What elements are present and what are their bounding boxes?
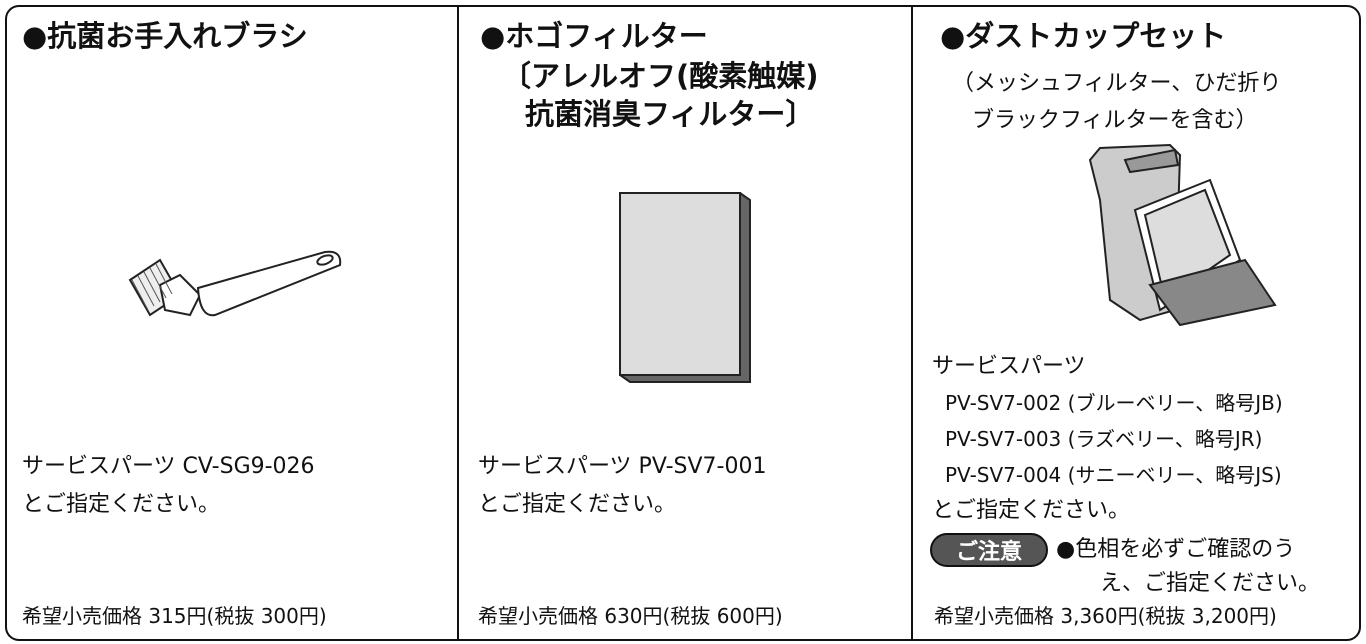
column-divider [911,5,913,641]
filter-illustration [619,192,751,383]
price: 希望小売価格 3,360円(税抜 3,200円) [934,604,1277,628]
column-divider [457,5,459,641]
parts-text: サービスパーツ CV-SG9-026 [22,454,315,479]
parts-text: とご指定ください。 [22,492,221,517]
parts-text: PV-SV7-003 (ラズベリー、略号JR) [945,427,1263,451]
subtitle: ブラックフィルターを含む） [972,108,1258,133]
item-title: ●ダストカップセット [940,19,1227,53]
item-title: ●抗菌お手入れブラシ [22,19,308,53]
parts-text: とご指定ください。 [932,498,1131,523]
parts-text: サービスパーツ [932,354,1086,379]
parts-text: PV-SV7-004 (サニーベリー、略号JS) [945,463,1282,487]
brush-illustration [128,250,342,317]
price: 希望小売価格 630円(税抜 600円) [478,604,783,628]
parts-text: とご指定ください。 [478,492,677,517]
price: 希望小売価格 315円(税抜 300円) [22,604,327,628]
subtitle: （メッシュフィルター、ひだ折り [952,71,1282,96]
caution-text: え、ご指定ください。 [1100,571,1321,596]
frame [5,5,1361,641]
dustcup-illustration [1088,143,1277,327]
item-title: ●ホゴフィルター [480,19,708,53]
caution-text: ●色相を必ずご確認のう [1056,537,1296,562]
parts-text: PV-SV7-002 (ブルーベリー、略号JB) [945,391,1283,415]
item-title: 〔アレルオフ(酸素触媒) [502,59,819,93]
item-title: 抗菌消臭フィルター〕 [525,97,815,131]
parts-text: サービスパーツ PV-SV7-001 [478,454,767,479]
caution-badge: ご注意 [930,533,1048,567]
